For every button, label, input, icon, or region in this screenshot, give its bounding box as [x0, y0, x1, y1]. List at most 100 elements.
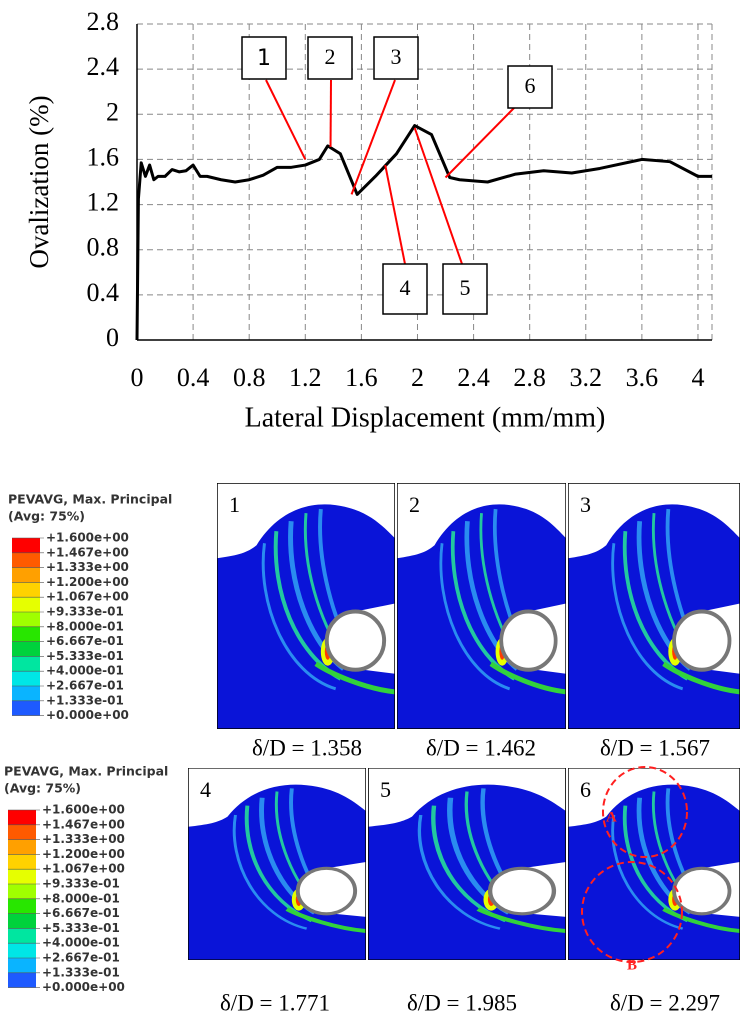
shear-band	[261, 543, 337, 691]
data-line	[135, 124, 712, 341]
legend-title: PEVAVG, Max. Principal	[4, 764, 168, 779]
y-tick-label: 2.8	[87, 7, 120, 36]
pipe	[295, 866, 358, 916]
legend-swatch	[8, 824, 36, 840]
legend-swatch	[12, 641, 40, 657]
legend-swatch	[8, 810, 36, 825]
annotation-label: 6	[525, 73, 536, 98]
pipe	[487, 866, 557, 916]
x-tick-label: 0.8	[233, 363, 266, 392]
annotation-box	[442, 263, 488, 315]
legend-label: +9.333e-01	[46, 605, 124, 619]
legend-label: +8.000e-01	[42, 891, 120, 905]
legend-label: +0.000e+00	[42, 980, 125, 994]
panel-caption: δ/D = 1.771	[220, 990, 330, 1015]
legend-label: +1.067e+00	[46, 590, 129, 604]
x-tick-label: 0.4	[177, 363, 210, 392]
legend-label: +1.467e+00	[46, 545, 129, 559]
panel-caption: δ/D = 1.358	[252, 735, 362, 760]
legend-swatch	[8, 869, 36, 884]
legend-label: +0.000e+00	[46, 708, 129, 722]
y-tick-label: 2.4	[87, 52, 120, 81]
panel-number: 2	[409, 492, 420, 517]
pipe	[499, 609, 558, 672]
contour-panel	[568, 483, 740, 729]
y-tick-label: 0.8	[87, 233, 120, 262]
callout-label: A	[606, 809, 617, 825]
legend-title: PEVAVG, Max. Principal	[8, 492, 172, 507]
y-tick-label: 2	[106, 97, 119, 126]
shear-band	[232, 814, 308, 930]
annotation-box	[507, 65, 553, 109]
shear-band	[476, 907, 566, 933]
legend-label: +5.333e-01	[42, 921, 120, 935]
panel-number: 1	[229, 492, 240, 517]
y-tick-label: 1.6	[87, 142, 120, 171]
legend-swatch	[8, 884, 36, 899]
legend-swatch	[8, 943, 36, 958]
legend-label: +1.600e+00	[46, 531, 129, 545]
annotation-box	[373, 36, 419, 80]
legend-swatch	[8, 839, 36, 855]
y-tick-label: 1.2	[87, 188, 120, 217]
panel-number: 5	[380, 777, 391, 802]
annotation-leader	[265, 79, 307, 160]
annotation-label: 4	[400, 275, 411, 300]
legend-swatch	[8, 958, 36, 973]
annotation-label: 2	[325, 44, 336, 69]
legend-swatch	[12, 597, 40, 612]
legend-label: +1.200e+00	[46, 575, 129, 589]
annotation-label: 1	[257, 46, 271, 71]
legend-label: +1.200e+00	[42, 847, 125, 861]
shear-band	[662, 907, 740, 933]
legend-swatch	[8, 972, 36, 988]
panel-number: 3	[580, 492, 591, 517]
legend-label: +1.333e-01	[42, 965, 120, 979]
annotation-leader	[444, 107, 515, 179]
y-axis-label: Ovalization (%)	[24, 95, 54, 268]
pipe	[672, 866, 732, 916]
legend-label: +1.600e+00	[42, 803, 125, 817]
legend-label: +1.333e+00	[42, 832, 125, 846]
y-tick-label: 0.4	[87, 278, 120, 307]
annotation-box	[382, 263, 428, 315]
callout-ring	[581, 861, 683, 963]
annotation-box	[241, 36, 287, 80]
shear-band	[611, 543, 684, 691]
legend-swatch	[12, 612, 40, 627]
legend-label: +6.667e-01	[42, 906, 120, 920]
legend-swatch	[12, 656, 40, 672]
annotation-leader	[350, 79, 396, 195]
legend-subtitle: (Avg: 75%)	[4, 781, 81, 796]
x-axis-label: Lateral Displacement (mm/mm)	[245, 402, 606, 433]
panel-caption: δ/D = 1.985	[407, 990, 517, 1015]
contour-panel	[217, 483, 395, 729]
contour-panel	[568, 768, 740, 960]
pipe	[672, 609, 732, 672]
shear-band	[489, 661, 566, 695]
shear-band	[611, 814, 684, 930]
legend-swatch	[12, 538, 40, 553]
legend-swatch	[12, 567, 40, 583]
legend-swatch	[12, 700, 40, 716]
annotation-label: 5	[460, 275, 471, 300]
legend-label: +5.333e-01	[46, 649, 124, 663]
panel-number: 4	[200, 777, 211, 802]
x-tick-label: 2.4	[457, 363, 490, 392]
contour-panel	[397, 483, 566, 729]
legend-subtitle: (Avg: 75%)	[8, 509, 85, 524]
legend-label: +1.333e-01	[46, 693, 124, 707]
contour-panel	[188, 768, 366, 960]
legend-label: +4.000e-01	[42, 936, 120, 950]
legend-label: +8.000e-01	[46, 619, 124, 633]
legend-label: +1.333e+00	[46, 560, 129, 574]
shear-band	[417, 814, 501, 930]
annotation-leader	[384, 164, 406, 265]
callout-ring	[602, 766, 688, 858]
x-tick-label: 2.8	[513, 363, 546, 392]
x-tick-label: 3.2	[570, 363, 603, 392]
legend-swatch	[12, 582, 40, 598]
legend-label: +6.667e-01	[46, 634, 124, 648]
x-tick-label: 1.2	[289, 363, 322, 392]
panel-number: 6	[580, 777, 591, 802]
